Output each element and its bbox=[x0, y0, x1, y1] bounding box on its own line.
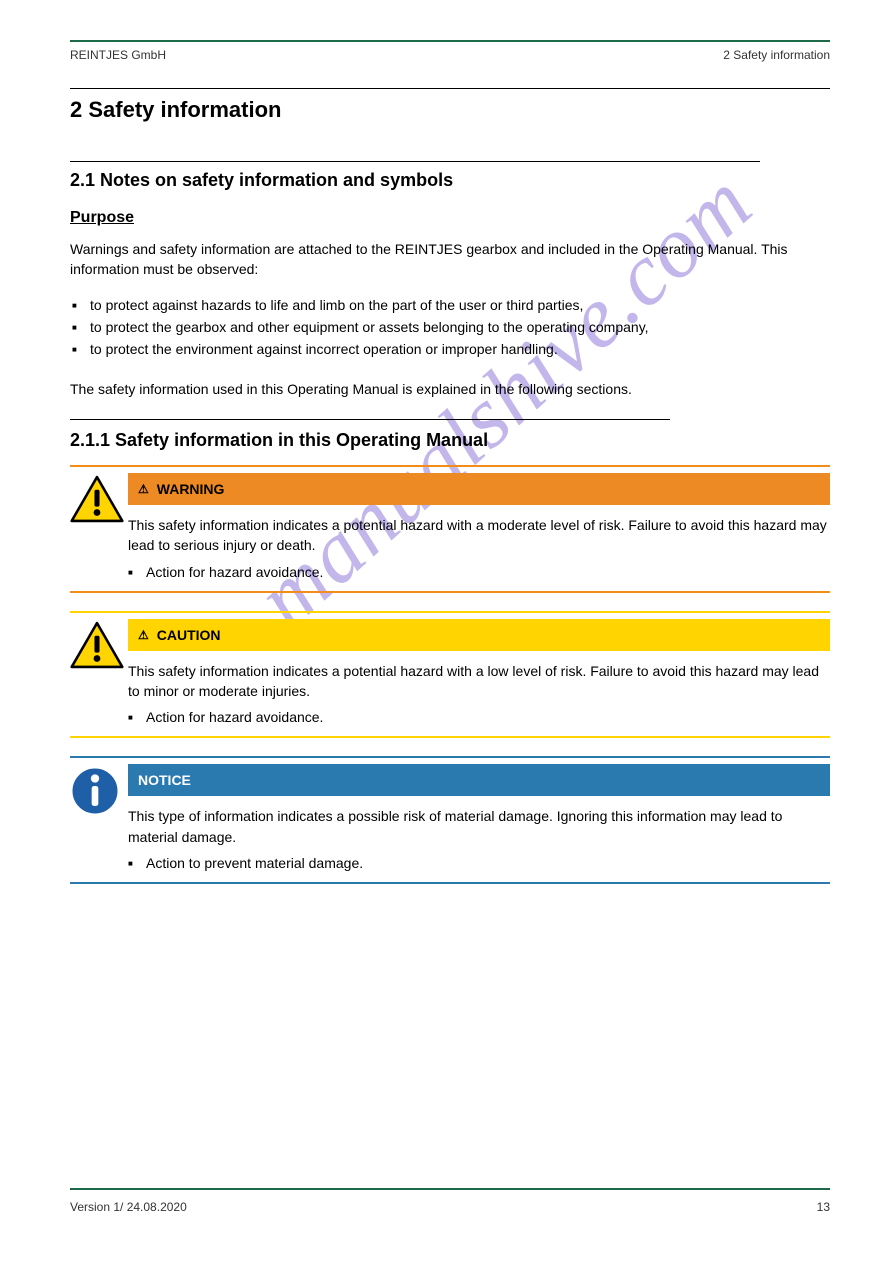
callout-notice: NOTICE This type of information indicate… bbox=[70, 756, 830, 884]
callout-label: NOTICE bbox=[138, 772, 191, 788]
heading-2a: 2.1 Notes on safety information and symb… bbox=[70, 170, 830, 191]
list-item: to protect the environment against incor… bbox=[72, 338, 830, 360]
banner-triangle-icon: ⚠ bbox=[138, 628, 149, 642]
banner-triangle-icon: ⚠ bbox=[138, 482, 149, 496]
callout-action: Action for hazard avoidance. bbox=[128, 707, 830, 728]
footer-version: Version 1/ 24.08.2020 bbox=[70, 1200, 187, 1214]
h2b-rule bbox=[70, 419, 670, 420]
callout-banner: ⚠ CAUTION bbox=[128, 619, 830, 651]
caution-triangle-icon bbox=[70, 619, 128, 674]
intro-paragraph-1: Warnings and safety information are atta… bbox=[70, 239, 830, 280]
callout-message: This safety information indicates a pote… bbox=[128, 505, 830, 583]
header-section: 2 Safety information bbox=[723, 48, 830, 62]
header-row: REINTJES GmbH 2 Safety information bbox=[70, 48, 830, 62]
bullet-list: to protect against hazards to life and l… bbox=[72, 294, 830, 361]
warning-triangle-icon bbox=[70, 473, 128, 528]
callout-banner: NOTICE bbox=[128, 764, 830, 796]
callout-top-rule bbox=[70, 756, 830, 758]
list-item: to protect against hazards to life and l… bbox=[72, 294, 830, 316]
list-item: to protect the gearbox and other equipme… bbox=[72, 316, 830, 338]
notice-circle-icon bbox=[70, 764, 128, 821]
callout-banner: ⚠ WARNING bbox=[128, 473, 830, 505]
callout-top-rule bbox=[70, 611, 830, 613]
callout-bottom-rule bbox=[70, 882, 830, 884]
intro-paragraph-2: The safety information used in this Oper… bbox=[70, 379, 830, 399]
heading-3a: Purpose bbox=[70, 209, 830, 227]
callout-label: WARNING bbox=[157, 481, 225, 497]
bottom-green-rule bbox=[70, 1188, 830, 1190]
callout-lead: This type of information indicates a pos… bbox=[128, 808, 782, 844]
callout-warning: ⚠ WARNING This safety information indica… bbox=[70, 465, 830, 593]
heading-2b: 2.1.1 Safety information in this Operati… bbox=[70, 430, 830, 451]
footer-page: 13 bbox=[817, 1200, 830, 1214]
header-company: REINTJES GmbH bbox=[70, 48, 166, 62]
callout-action: Action to prevent material damage. bbox=[128, 853, 830, 874]
callout-label: CAUTION bbox=[157, 627, 221, 643]
callout-top-rule bbox=[70, 465, 830, 467]
callout-lead: This safety information indicates a pote… bbox=[128, 663, 819, 699]
callout-lead: This safety information indicates a pote… bbox=[128, 517, 827, 553]
h2-rule bbox=[70, 161, 760, 162]
callout-message: This type of information indicates a pos… bbox=[128, 796, 830, 874]
callout-action: Action for hazard avoidance. bbox=[128, 562, 830, 583]
top-green-rule bbox=[70, 40, 830, 42]
callout-caution: ⚠ CAUTION This safety information indica… bbox=[70, 611, 830, 739]
footer-row: Version 1/ 24.08.2020 13 bbox=[70, 1200, 830, 1214]
heading-1: 2 Safety information bbox=[70, 97, 830, 123]
h1-rule bbox=[70, 88, 830, 89]
callout-bottom-rule bbox=[70, 736, 830, 738]
callout-message: This safety information indicates a pote… bbox=[128, 651, 830, 729]
page-content: REINTJES GmbH 2 Safety information 2 Saf… bbox=[70, 0, 830, 902]
callout-bottom-rule bbox=[70, 591, 830, 593]
